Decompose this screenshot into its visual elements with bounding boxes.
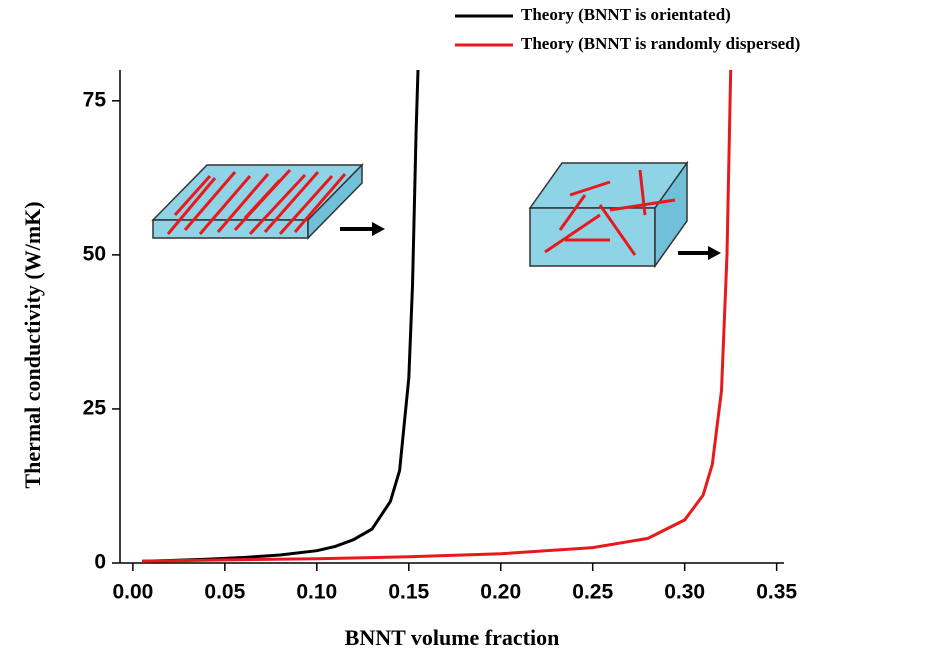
series-line bbox=[142, 69, 733, 563]
x-tick-label: 0.20 bbox=[480, 581, 521, 604]
y-axis-label: Thermal conductivity (W/mK) bbox=[20, 201, 45, 488]
y-tick-label: 50 bbox=[83, 242, 106, 265]
x-tick-label: 0.05 bbox=[204, 581, 245, 604]
random-illustration bbox=[528, 160, 721, 269]
x-tick-label: 0.10 bbox=[296, 581, 337, 604]
legend-label: Theory (BNNT is randomly dispersed) bbox=[521, 34, 800, 53]
oriented-illustration bbox=[151, 163, 385, 240]
y-tick-label: 25 bbox=[83, 396, 107, 419]
x-tick-label: 0.25 bbox=[572, 581, 613, 604]
x-axis-label: BNNT volume fraction bbox=[345, 625, 560, 650]
x-tick-label: 0.15 bbox=[388, 581, 429, 604]
x-tick-label: 0.30 bbox=[664, 581, 705, 604]
series-line bbox=[142, 69, 420, 563]
y-tick-label: 75 bbox=[83, 88, 107, 111]
x-tick-label: 0.00 bbox=[112, 581, 153, 604]
y-tick-label: 0 bbox=[94, 551, 106, 574]
legend-label: Theory (BNNT is orientated) bbox=[521, 5, 731, 24]
x-tick-label: 0.35 bbox=[756, 581, 797, 604]
